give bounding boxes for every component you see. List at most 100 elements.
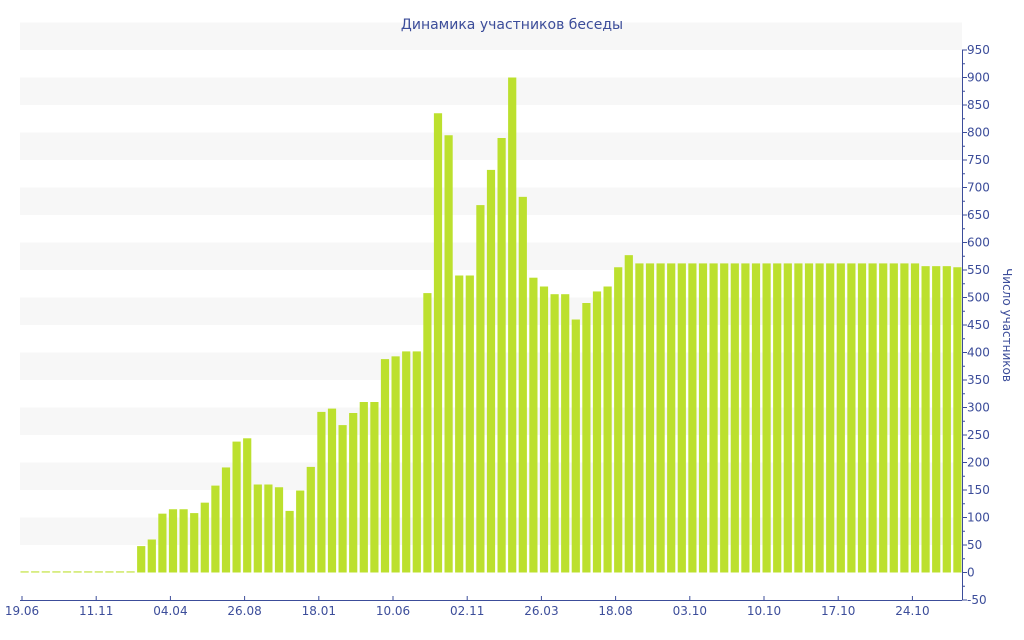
bar: [667, 263, 676, 573]
bar: [688, 263, 697, 573]
bar: [349, 413, 358, 573]
bar: [826, 263, 835, 573]
bar: [603, 286, 612, 573]
bar: [773, 263, 782, 573]
y-tick-label: 100: [967, 511, 990, 525]
bar: [359, 402, 368, 573]
bar: [370, 402, 379, 573]
y-tick-label: 600: [967, 236, 990, 250]
bar: [879, 263, 888, 573]
bar: [677, 263, 686, 573]
bar: [137, 546, 146, 573]
grid-band: [20, 132, 962, 160]
y-tick-label: 200: [967, 456, 990, 470]
bar: [720, 263, 729, 573]
bar: [561, 294, 570, 573]
bar: [62, 571, 72, 573]
x-tick-label: 02.11: [450, 604, 484, 618]
bar: [274, 487, 284, 573]
bar: [41, 571, 50, 573]
bar: [52, 571, 61, 573]
y-tick-label: 700: [967, 181, 990, 195]
y-tick-label: 750: [967, 153, 990, 167]
y-axis-label: Число участников: [1000, 268, 1014, 382]
bar: [762, 263, 771, 573]
bar: [200, 502, 209, 573]
bars: [20, 77, 962, 573]
bar: [476, 205, 485, 573]
bar: [243, 438, 252, 573]
bar: [942, 266, 951, 573]
bar: [73, 571, 82, 573]
bar: [783, 263, 792, 573]
x-tick-label: 18.01: [302, 604, 336, 618]
bar: [921, 266, 930, 573]
bar: [794, 263, 803, 573]
y-tick-label: 950: [967, 43, 990, 57]
bar: [232, 441, 241, 573]
bar: [932, 266, 941, 573]
bar: [158, 513, 167, 573]
bar: [518, 196, 527, 573]
x-tick-label: 03.10: [673, 604, 707, 618]
bar: [94, 571, 103, 573]
y-tick-label: 850: [967, 98, 990, 112]
bar: [486, 169, 496, 573]
chart-title: Динамика участников беседы: [401, 17, 623, 33]
bar: [168, 509, 178, 573]
bar: [741, 263, 750, 573]
bar: [317, 411, 326, 573]
bar: [804, 263, 814, 573]
x-tick-label: 18.08: [598, 604, 632, 618]
x-tick-label: 10.10: [747, 604, 781, 618]
bar: [455, 275, 464, 573]
bar: [444, 135, 453, 573]
y-tick-label: 150: [967, 483, 990, 497]
bar: [709, 263, 718, 573]
y-axis: -50 0 50 100 150 200 250 300 350 400 450 500 550 600 6…: [962, 43, 990, 607]
bar: [391, 356, 400, 573]
x-tick-label: 24.10: [895, 604, 929, 618]
bar: [433, 113, 443, 573]
grid-band: [20, 22, 962, 50]
bar: [285, 510, 294, 573]
bar: [105, 571, 114, 573]
x-tick-label: 19.06: [5, 604, 39, 618]
bar: [868, 263, 877, 573]
bar: [327, 408, 337, 573]
bar: [751, 263, 761, 573]
y-tick-label: 550: [967, 263, 990, 277]
bar: [635, 263, 644, 573]
bar: [730, 263, 739, 573]
bar: [211, 485, 220, 573]
bar: [221, 467, 231, 573]
bar: [296, 490, 305, 573]
bar: [857, 263, 867, 573]
bar: [497, 138, 506, 573]
bar: [423, 293, 432, 573]
bar: [253, 484, 262, 573]
bar: [31, 571, 40, 573]
grid-band: [20, 77, 962, 105]
bar: [698, 263, 708, 573]
bar: [115, 571, 125, 573]
bar: [529, 277, 538, 573]
bar: [815, 263, 824, 573]
bar: [147, 539, 156, 573]
bar: [847, 263, 856, 573]
y-tick-label: 450: [967, 318, 990, 332]
bar: [550, 294, 559, 573]
bar: [836, 263, 845, 573]
x-tick-label: 04.04: [153, 604, 187, 618]
bar: [571, 319, 580, 573]
bar: [900, 263, 909, 573]
bar: [412, 351, 421, 573]
y-tick-label: 300: [967, 401, 990, 415]
bar: [539, 286, 549, 573]
y-tick-label: 650: [967, 208, 990, 222]
x-tick-label: 26.03: [524, 604, 558, 618]
y-tick-label: 0: [967, 566, 975, 580]
bar: [656, 263, 665, 573]
bar: [402, 351, 411, 573]
